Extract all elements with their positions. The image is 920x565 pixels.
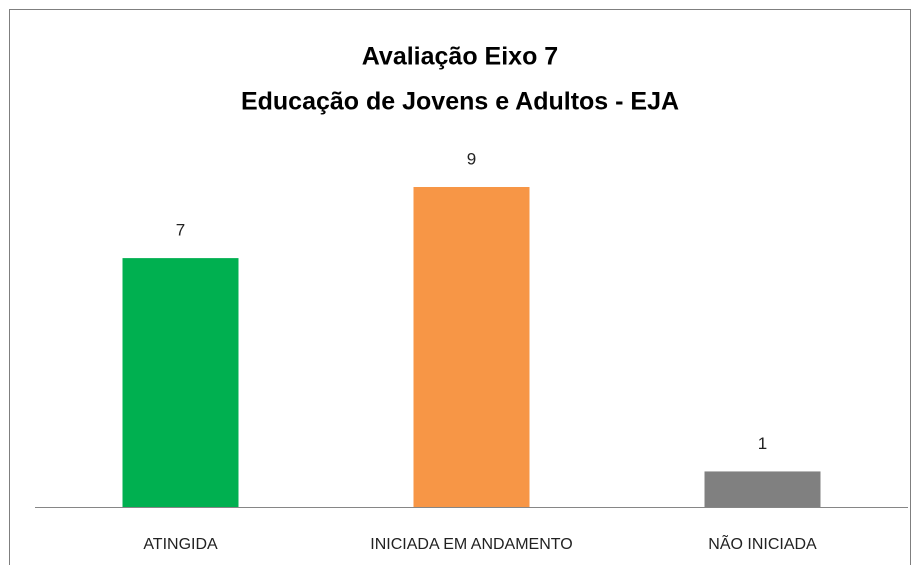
data-label: 1 xyxy=(758,434,767,453)
data-label: 7 xyxy=(176,221,185,240)
bar xyxy=(413,187,530,507)
chart-title: Avaliação Eixo 7 xyxy=(362,43,558,71)
bar xyxy=(122,258,239,507)
data-label: 9 xyxy=(467,149,476,168)
x-tick-label: ATINGIDA xyxy=(143,536,218,553)
x-tick-label: NÃO INICIADA xyxy=(708,533,817,553)
bar xyxy=(704,471,821,507)
chart-subtitle: Educação de Jovens e Adultos - EJA xyxy=(241,88,679,116)
x-tick-label: INICIADA EM ANDAMENTO xyxy=(370,536,572,553)
